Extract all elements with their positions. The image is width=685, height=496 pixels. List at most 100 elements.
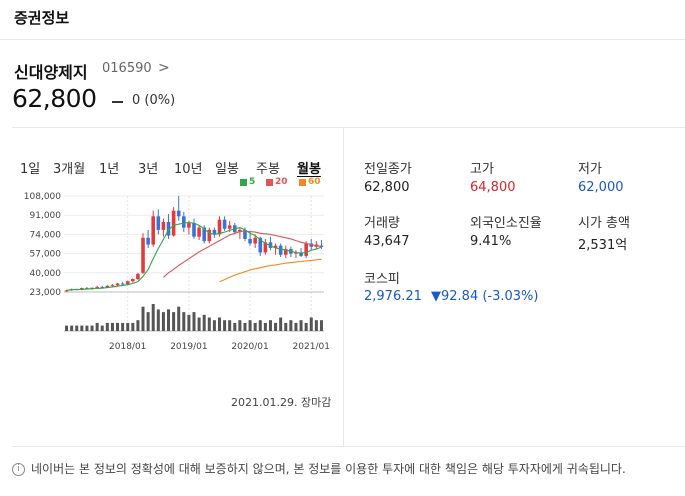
- kospi-change: ▼92.84 (-3.03%): [431, 289, 539, 304]
- candle-body: [105, 285, 110, 288]
- volume-bar: [116, 322, 120, 331]
- volume-bar: [243, 322, 247, 331]
- y-tick-label: 23,000: [30, 288, 62, 298]
- candle-body: [258, 237, 263, 253]
- tab-weekly[interactable]: 주봉: [256, 162, 280, 177]
- legend-ma5: 5: [240, 177, 255, 187]
- tab-daily[interactable]: 일봉: [215, 162, 239, 177]
- volume-bar: [75, 325, 79, 331]
- candle-body: [176, 210, 181, 217]
- volume-bar: [304, 322, 308, 331]
- chart-timestamp: 2021.01.29. 장마감: [231, 396, 332, 409]
- candle-body: [197, 227, 201, 237]
- candle-body: [217, 219, 222, 235]
- tab-1d[interactable]: 1일: [20, 162, 41, 177]
- chevron-right-icon[interactable]: >: [158, 60, 170, 76]
- candle-body: [166, 221, 171, 236]
- legend-ma60: 60: [299, 177, 321, 187]
- volume-bar: [314, 320, 318, 331]
- stat-foreign-ratio: 외국인소진율 9.41%: [470, 212, 542, 249]
- stat-value: 64,800: [470, 180, 516, 195]
- tab-10y[interactable]: 10년: [174, 162, 203, 177]
- candle-body: [304, 243, 308, 256]
- candle-body: [131, 279, 135, 282]
- top-divider: [0, 39, 685, 40]
- stat-label: 전일종가: [364, 162, 412, 177]
- stat-prev-close: 전일종가 62,800: [364, 158, 412, 195]
- candle-body: [151, 216, 156, 245]
- volume-bar: [319, 320, 323, 331]
- stat-label: 외국인소진율: [470, 216, 542, 231]
- volume-bar: [167, 309, 171, 331]
- volume-bar: [268, 320, 272, 331]
- stat-value: 9.41%: [470, 234, 512, 249]
- volume-bar: [233, 322, 237, 331]
- candle-body: [227, 225, 232, 229]
- ma5-line: [66, 221, 322, 291]
- kospi-label: 코스피: [364, 272, 400, 287]
- stat-label: 고가: [470, 162, 494, 177]
- stat-value: 62,000: [578, 180, 624, 195]
- volume-bar: [192, 312, 196, 331]
- candle-body: [161, 221, 166, 230]
- tab-1y[interactable]: 1년: [99, 162, 120, 177]
- x-tick-label: 2018/01: [109, 342, 146, 352]
- volume-bar: [212, 320, 216, 331]
- volume-bar: [263, 322, 267, 331]
- stock-info-panel: [12, 127, 685, 447]
- ma20-line: [163, 230, 322, 278]
- y-tick-label: 108,000: [24, 192, 61, 202]
- candle-body: [248, 238, 252, 244]
- volume-bar: [156, 309, 160, 331]
- stat-value: 62,800: [364, 180, 410, 195]
- candle-body: [238, 229, 242, 233]
- x-tick-label: 2020/01: [231, 342, 268, 352]
- candle-body: [299, 252, 303, 256]
- candle-body: [207, 229, 212, 242]
- volume-bar: [121, 322, 125, 331]
- volume-bar: [279, 317, 283, 331]
- candle-body: [222, 219, 227, 229]
- ma60-line: [219, 258, 322, 283]
- candle-body: [125, 281, 130, 285]
- section-title: 증권정보: [14, 9, 70, 27]
- stock-code[interactable]: 016590: [102, 61, 152, 76]
- tab-3m[interactable]: 3개월: [53, 162, 86, 177]
- disclaimer-text: 네이버는 본 정보의 정확성에 대해 보증하지 않으며, 본 정보를 이용한 투…: [31, 462, 626, 476]
- volume-bar: [202, 314, 206, 331]
- stat-value: 43,647: [364, 234, 410, 249]
- volume-bar: [172, 312, 176, 331]
- volume-bar: [228, 320, 232, 331]
- stat-label: 저가: [578, 162, 602, 177]
- volume-bar: [309, 317, 313, 331]
- stat-low: 저가 62,000: [578, 158, 624, 195]
- volume-bar: [284, 322, 288, 331]
- stock-name-link[interactable]: 신대양제지: [14, 63, 88, 82]
- volume-bar: [90, 325, 94, 331]
- stat-volume: 거래량 43,647: [364, 212, 410, 249]
- volume-bar: [80, 325, 84, 331]
- candlestick-chart[interactable]: 108,000 91,000 74,000 57,000 40,000 23,000 201…: [12, 186, 332, 354]
- volume-bar: [65, 325, 69, 331]
- tab-3y[interactable]: 3년: [138, 162, 159, 177]
- candle-body: [202, 227, 206, 242]
- stat-market-cap: 시가 총액 2,531억: [578, 212, 630, 253]
- volume-bar: [146, 312, 150, 331]
- volume-bar: [177, 306, 181, 331]
- candle-body: [156, 216, 161, 230]
- volume-bar: [238, 320, 242, 331]
- volume-bar: [187, 314, 191, 331]
- volume-bar: [223, 320, 227, 331]
- candle-body: [283, 249, 288, 255]
- volume-bar: [85, 325, 89, 331]
- info-icon: i: [12, 463, 25, 476]
- tab-monthly[interactable]: 월봉: [297, 162, 321, 177]
- volume-bar: [70, 325, 74, 331]
- y-tick-label: 74,000: [30, 230, 62, 240]
- candle-body: [110, 285, 115, 287]
- current-price: 62,800: [12, 84, 97, 113]
- candle-body: [278, 245, 283, 255]
- candle-body: [273, 245, 278, 248]
- volume-bar: [258, 320, 262, 331]
- x-tick-label: 2019/01: [170, 342, 207, 352]
